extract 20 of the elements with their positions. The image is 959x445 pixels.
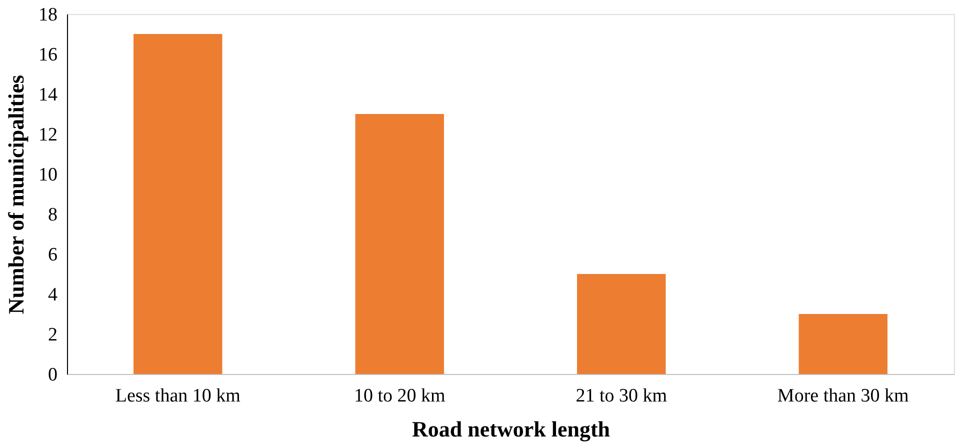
- x-tick-label: More than 30 km: [777, 386, 910, 406]
- y-tick-label: 14: [38, 84, 58, 106]
- x-tick-label: 21 to 30 km: [576, 386, 668, 406]
- bar: [355, 114, 444, 374]
- y-tick-label: 4: [48, 284, 58, 306]
- y-tick-label: 2: [48, 324, 58, 346]
- y-tick-label: 0: [48, 364, 58, 386]
- bar: [134, 34, 222, 374]
- y-axis-title: Number of municipalities: [4, 74, 28, 314]
- y-tick-label: 6: [48, 244, 58, 266]
- y-tick-label: 12: [38, 124, 58, 146]
- x-tick-label: 10 to 20 km: [354, 386, 446, 406]
- bar: [577, 274, 666, 374]
- y-tick-label: 10: [38, 164, 58, 186]
- bar: [798, 314, 888, 374]
- y-tick-label: 8: [48, 204, 58, 226]
- y-tick-label: 18: [38, 4, 58, 26]
- x-tick-label: Less than 10 km: [115, 386, 241, 406]
- y-tick-label: 16: [38, 44, 58, 66]
- x-axis-title: Road network length: [412, 416, 610, 442]
